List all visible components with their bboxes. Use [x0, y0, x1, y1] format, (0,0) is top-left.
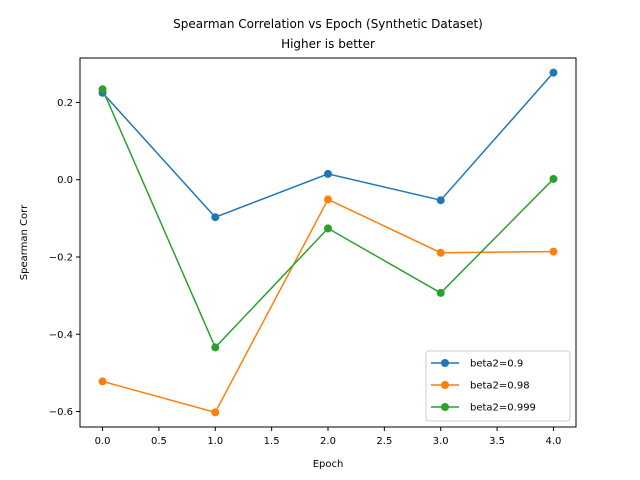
- legend-marker: [441, 359, 449, 367]
- x-tick-label: 1.0: [207, 436, 223, 447]
- data-point: [436, 288, 445, 297]
- series-beta2-0-98: [98, 195, 558, 417]
- x-axis-ticks: 0.0 0.5 1.0 1.5 2.0 2.5 3.0 3.5 4.0: [95, 427, 562, 447]
- legend-item: beta2=0.999: [431, 403, 536, 414]
- x-axis-label: Epoch: [313, 459, 344, 470]
- y-axis-label: Spearman Corr: [19, 204, 30, 280]
- y-axis-ticks: 0.2 0.0 −0.2 −0.4 −0.6: [49, 98, 80, 418]
- x-tick-label: 1.5: [264, 436, 280, 447]
- data-point: [211, 408, 220, 417]
- y-tick-label: 0.0: [57, 175, 73, 186]
- data-point: [549, 68, 558, 77]
- x-tick-label: 0.0: [95, 436, 111, 447]
- legend-item: beta2=0.9: [431, 359, 523, 370]
- chart-subtitle: Higher is better: [281, 37, 375, 51]
- chart-title: Spearman Correlation vs Epoch (Synthetic…: [173, 17, 483, 31]
- data-point: [436, 248, 445, 257]
- legend-label: beta2=0.9: [470, 359, 523, 370]
- data-point: [211, 213, 220, 222]
- plot-frame: [79, 57, 577, 428]
- legend-label: beta2=0.999: [470, 403, 536, 414]
- data-point: [211, 343, 220, 352]
- x-tick-label: 3.5: [489, 436, 505, 447]
- data-point: [98, 85, 107, 94]
- legend-item: beta2=0.98: [431, 381, 530, 392]
- series-beta2-0-999: [98, 85, 558, 352]
- y-tick-label: 0.2: [57, 98, 73, 109]
- data-point: [324, 224, 332, 233]
- data-point: [98, 377, 107, 386]
- x-tick-label: 4.0: [546, 436, 562, 447]
- legend-marker: [441, 403, 449, 411]
- data-point: [549, 247, 558, 256]
- legend-frame: [425, 350, 571, 422]
- data-point: [324, 195, 332, 204]
- series-layer: [98, 68, 558, 417]
- x-tick-label: 3.0: [433, 436, 449, 447]
- series-line: [101, 88, 554, 349]
- data-point: [549, 174, 558, 183]
- legend: beta2=0.9 beta2=0.98 beta2=0.999: [425, 350, 571, 422]
- legend-label: beta2=0.98: [470, 381, 530, 392]
- y-tick-label: −0.2: [49, 252, 73, 263]
- data-point: [324, 169, 332, 178]
- x-tick-label: 2.5: [376, 436, 392, 447]
- y-tick-label: −0.4: [49, 330, 73, 341]
- y-tick-label: −0.6: [49, 407, 73, 418]
- data-point: [436, 196, 445, 205]
- x-tick-label: 0.5: [151, 436, 167, 447]
- x-tick-label: 2.0: [320, 436, 336, 447]
- legend-marker: [441, 381, 449, 389]
